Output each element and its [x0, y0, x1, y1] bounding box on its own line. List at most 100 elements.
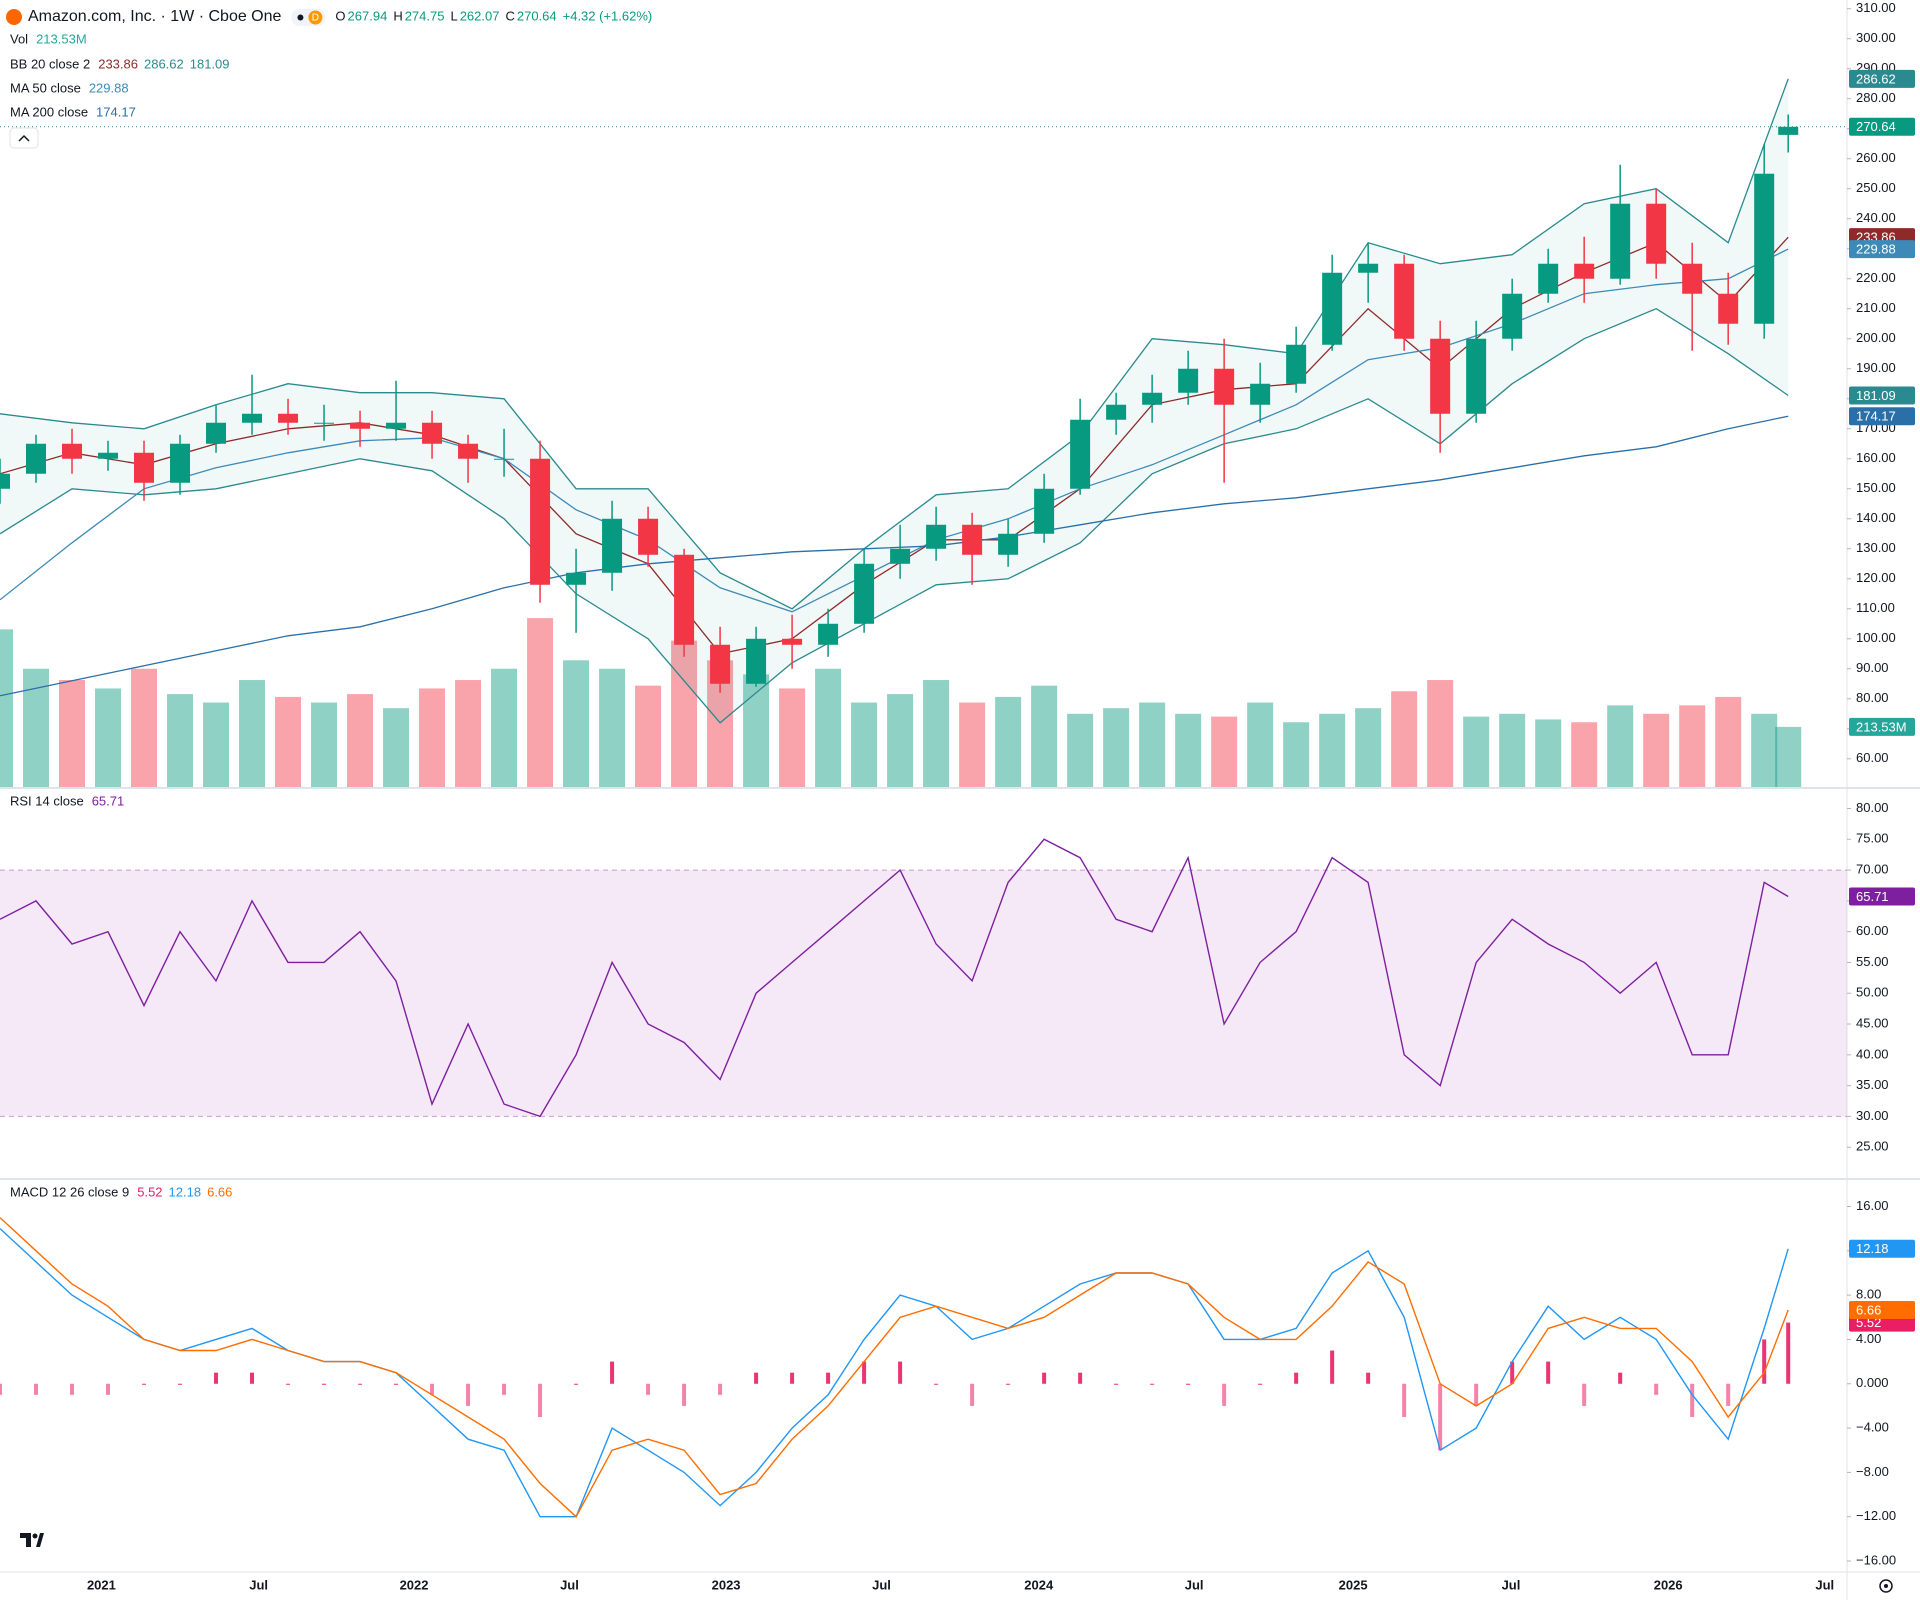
candle-body — [62, 443, 83, 459]
histogram-bar — [610, 1361, 615, 1384]
y-tick-label: 130.00 — [1856, 540, 1896, 555]
y-tick-label: 75.00 — [1856, 831, 1889, 846]
price-badge — [1849, 1300, 1915, 1319]
y-tick-label: 200.00 — [1856, 330, 1896, 345]
volume-bar — [1391, 691, 1418, 787]
ohlc-key: C — [505, 8, 514, 23]
legend-name: BB 20 close 2 — [10, 56, 90, 71]
volume-bar — [635, 685, 662, 787]
histogram-bar — [826, 1372, 831, 1384]
y-tick-label: 140.00 — [1856, 510, 1896, 525]
ohlc-key: L — [450, 8, 457, 23]
price-badge — [1849, 240, 1915, 259]
candle-body — [26, 443, 47, 474]
candle-body — [206, 422, 227, 444]
y-tick-label: 8.00 — [1856, 1287, 1881, 1302]
price-badge-label: 174.17 — [1856, 409, 1896, 424]
candle-body — [170, 443, 191, 483]
candle-body — [1358, 263, 1379, 273]
price-badge-label: 213.53M — [1856, 719, 1907, 734]
gear-icon[interactable] — [1879, 1579, 1893, 1593]
y-tick-label: 35.00 — [1856, 1077, 1889, 1092]
y-tick-label: 45.00 — [1856, 1015, 1889, 1030]
histogram-bar — [1546, 1361, 1551, 1384]
legend-value: 181.09 — [190, 56, 230, 71]
price-badge — [1849, 69, 1915, 88]
candle-body — [242, 413, 263, 423]
x-tick-label: 2021 — [87, 1577, 116, 1592]
x-tick-label: 2024 — [1024, 1577, 1054, 1592]
y-tick-label: 55.00 — [1856, 954, 1889, 969]
candle-body — [1778, 126, 1799, 135]
histogram-bar — [394, 1383, 399, 1385]
histogram-bar — [1474, 1383, 1479, 1406]
histogram-bar — [466, 1383, 471, 1406]
volume-bar — [419, 688, 446, 787]
volume-bar — [167, 694, 194, 787]
legend-value: 213.53M — [36, 31, 87, 46]
histogram-bar — [358, 1383, 363, 1385]
volume-bar — [347, 694, 374, 787]
candle-body — [818, 623, 839, 645]
price-badge-label: 286.62 — [1856, 71, 1896, 86]
price-badge — [1849, 887, 1915, 906]
y-tick-label: 40.00 — [1856, 1046, 1889, 1061]
y-tick-label: 260.00 — [1856, 150, 1896, 165]
volume-bar — [779, 688, 806, 787]
histogram-bar — [1114, 1383, 1119, 1385]
histogram-bar — [1186, 1383, 1191, 1385]
x-tick-label: Jul — [1502, 1577, 1521, 1592]
y-tick-label: 0.000 — [1856, 1375, 1889, 1390]
candle-body — [782, 638, 803, 645]
y-tick-label: −8.00 — [1856, 1464, 1889, 1479]
legend-name: MA 200 close — [10, 104, 88, 119]
histogram-bar — [286, 1383, 291, 1385]
y-tick-label: 50.00 — [1856, 985, 1889, 1000]
histogram-bar — [430, 1383, 435, 1395]
candle-body — [710, 644, 731, 684]
legend-value: 6.66 — [207, 1184, 232, 1199]
volume-bar — [1175, 713, 1202, 787]
histogram-bar — [1726, 1383, 1731, 1406]
volume-bar — [491, 668, 518, 787]
candle-body — [638, 518, 659, 555]
x-tick-label: Jul — [872, 1577, 891, 1592]
volume-bar — [1571, 722, 1598, 787]
rsi-band — [0, 870, 1847, 1117]
histogram-bar — [1762, 1339, 1767, 1384]
histogram-bar — [1222, 1383, 1227, 1406]
ohlc-key: H — [393, 8, 402, 23]
candle-body — [674, 554, 695, 645]
y-tick-label: 280.00 — [1856, 90, 1896, 105]
y-tick-label: 100.00 — [1856, 630, 1896, 645]
y-tick-label: −16.00 — [1856, 1552, 1896, 1567]
histogram-bar — [322, 1383, 327, 1385]
logo-mark — [36, 1533, 44, 1547]
tradingview-logo[interactable] — [14, 1523, 48, 1557]
volume-bar — [1283, 722, 1310, 787]
candle-body — [602, 518, 623, 573]
candle-body — [494, 458, 515, 460]
legend-name: Vol — [10, 31, 28, 46]
histogram-bar — [646, 1383, 651, 1395]
scroll-up-button[interactable] — [9, 127, 39, 149]
ohlc-key: O — [335, 8, 345, 23]
y-tick-label: 240.00 — [1856, 210, 1896, 225]
candle-body — [1394, 263, 1415, 339]
y-tick-label: 25.00 — [1856, 1139, 1889, 1154]
change-value: +4.32 (+1.62%) — [563, 8, 653, 23]
volume-bar — [455, 680, 482, 787]
candle-body — [1070, 419, 1091, 489]
button-frame[interactable] — [9, 127, 39, 149]
volume-bar — [1031, 685, 1058, 787]
volume-bar — [1139, 702, 1166, 787]
histogram-bar — [1582, 1383, 1587, 1406]
candle-body — [890, 548, 911, 564]
candle-body — [1502, 293, 1523, 339]
candle-body — [1430, 338, 1451, 414]
histogram-bar — [1618, 1372, 1623, 1384]
settings-button[interactable] — [1879, 1579, 1893, 1593]
histogram-bar — [1690, 1383, 1695, 1417]
candle-body — [422, 422, 443, 444]
